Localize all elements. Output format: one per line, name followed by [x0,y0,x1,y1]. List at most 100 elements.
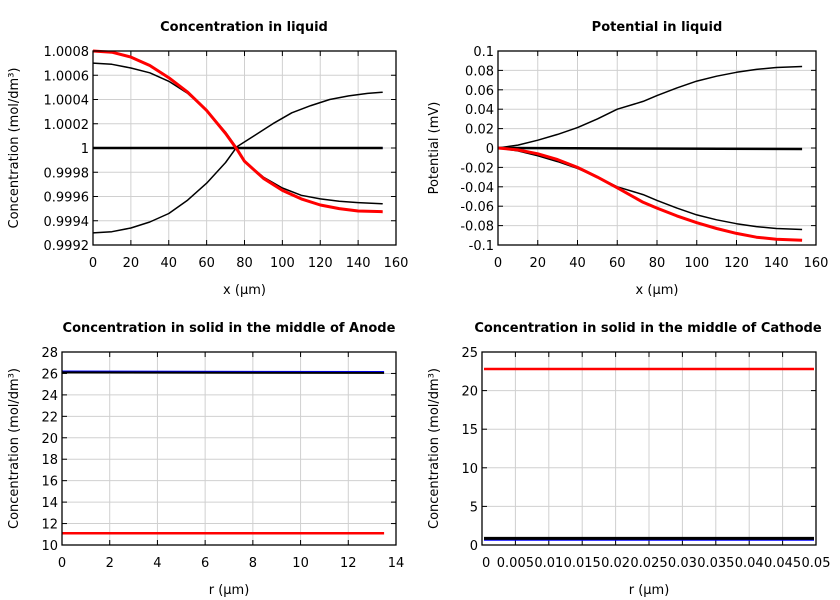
x-tick-label: 60 [609,256,626,271]
series-line-5 [92,49,383,214]
x-tick-label: 80 [236,256,253,271]
x-tick-label: 20 [529,256,546,271]
x-tick-label: 8 [249,556,257,571]
x-tick-label: 20 [123,256,140,271]
chart-2: 0 20 40 60 80 100 120 140 160 -0.1 -0.08 -0.06 -0.04… [427,20,828,298]
x-tick-label: 0.04 [735,556,764,571]
y-tick-label: 25 [461,346,478,361]
y-tick-label: 12 [41,518,58,533]
x-tick-label: 160 [384,256,409,271]
x-tick-label: 160 [804,256,829,271]
y-tick-label: 0 [486,142,494,157]
x-tick-label: 14 [388,556,405,571]
x-axis-label: x (µm) [223,283,266,298]
series-line-4 [92,91,383,234]
y-tick-label: 14 [41,496,58,511]
x-tick-label: 0 [89,256,97,271]
y-tick-label: 22 [41,410,58,425]
chart-title: Potential in liquid [592,20,723,35]
x-tick-label: 120 [724,256,749,271]
y-tick-label: 0.9994 [44,215,90,230]
y-tick-label: -0.04 [460,181,494,196]
x-tick-label: 0.015 [564,556,601,571]
x-tick-label: 0 [58,556,66,571]
plot-frame [61,351,397,546]
x-tick-label: 0 [494,256,502,271]
y-tick-label: 0.1 [473,45,494,60]
x-tick-label: 100 [270,256,295,271]
plot-frame [481,351,817,546]
y-tick-label: 0 [470,539,478,554]
chart-1: 0 20 40 60 80 100 120 140 160 0.9992 0.9994 0.9996 0… [7,20,408,298]
x-tick-label: 6 [201,556,209,571]
y-tick-label: 0.9996 [44,191,90,206]
x-tick-label: 0 [482,556,490,571]
y-axis-label: Concentration (mol/dm³) [427,368,442,529]
y-tick-label: 5 [470,500,478,515]
plot-frame [92,50,397,246]
y-tick-label: 24 [41,389,58,404]
y-tick-label: 0.9998 [44,166,90,181]
x-tick-label: 0.01 [534,556,563,571]
y-tick-label: 26 [41,367,58,382]
y-tick-label: 1.0004 [44,94,90,109]
y-tick-label: 0.02 [465,123,494,138]
x-tick-label: 10 [292,556,309,571]
x-tick-label: 140 [764,256,789,271]
y-tick-label: 1 [81,142,89,157]
x-tick-label: 0.005 [497,556,534,571]
x-tick-label: 0.035 [697,556,734,571]
y-tick-label: 1.0002 [44,118,90,133]
chart-3: 0 2 4 6 8 10 12 1410121416182022242628Concentra… [7,321,404,598]
plot-frame [497,50,817,246]
series-line-3 [497,147,803,231]
y-axis-label: Concentration (mol/dm³) [7,68,22,229]
y-tick-label: 18 [41,453,58,468]
x-tick-label: 100 [684,256,709,271]
x-tick-label: 2 [106,556,114,571]
x-tick-label: 120 [308,256,333,271]
y-tick-label: 28 [41,346,58,361]
series-line-1 [61,370,385,373]
y-tick-label: 0.08 [465,64,494,79]
x-axis-label: r (µm) [209,583,250,598]
y-tick-label: 20 [461,385,478,400]
chart-title: Concentration in solid in the middle of … [474,321,822,336]
x-tick-label: 40 [569,256,586,271]
y-tick-label: 0.04 [465,103,494,118]
x-axis-label: x (µm) [636,283,679,298]
y-tick-label: 15 [461,423,478,438]
series-line-2 [61,371,385,374]
x-tick-label: 0.05 [802,556,831,571]
series-line-3 [92,62,383,205]
y-tick-label: -0.02 [460,161,494,176]
chart-title: Concentration in solid in the middle of … [63,321,396,336]
y-tick-label: 1.0008 [44,45,90,60]
x-tick-label: 80 [649,256,666,271]
y-tick-label: 0.9992 [44,239,90,254]
x-tick-label: 12 [340,556,357,571]
y-axis-label: Concentration (mol/dm³) [7,368,22,529]
y-tick-label: 10 [41,539,58,554]
y-tick-label: -0.08 [460,220,494,235]
series-line-4 [497,146,803,242]
x-tick-label: 4 [153,556,161,571]
y-axis-label: Potential (mV) [427,102,442,195]
x-tick-label: 0.02 [601,556,630,571]
y-tick-label: 20 [41,432,58,447]
x-tick-label: 0.025 [630,556,667,571]
series-line-1 [497,146,803,151]
x-axis-label: r (µm) [629,583,670,598]
y-tick-label: 1.0006 [44,69,90,84]
y-tick-label: 16 [41,475,58,490]
y-tick-label: 0.06 [465,84,494,99]
chart-4: 0 0.005 0.01 0.015 0.02 0.025 0.03 0.035 0.04 0.0… [427,321,830,598]
x-tick-label: 0.045 [764,556,801,571]
y-tick-label: 10 [461,462,478,477]
chart-title: Concentration in liquid [160,20,328,35]
x-tick-label: 140 [346,256,371,271]
series-line-2 [497,65,803,149]
y-tick-label: -0.06 [460,200,494,215]
y-tick-label: -0.1 [469,239,494,254]
